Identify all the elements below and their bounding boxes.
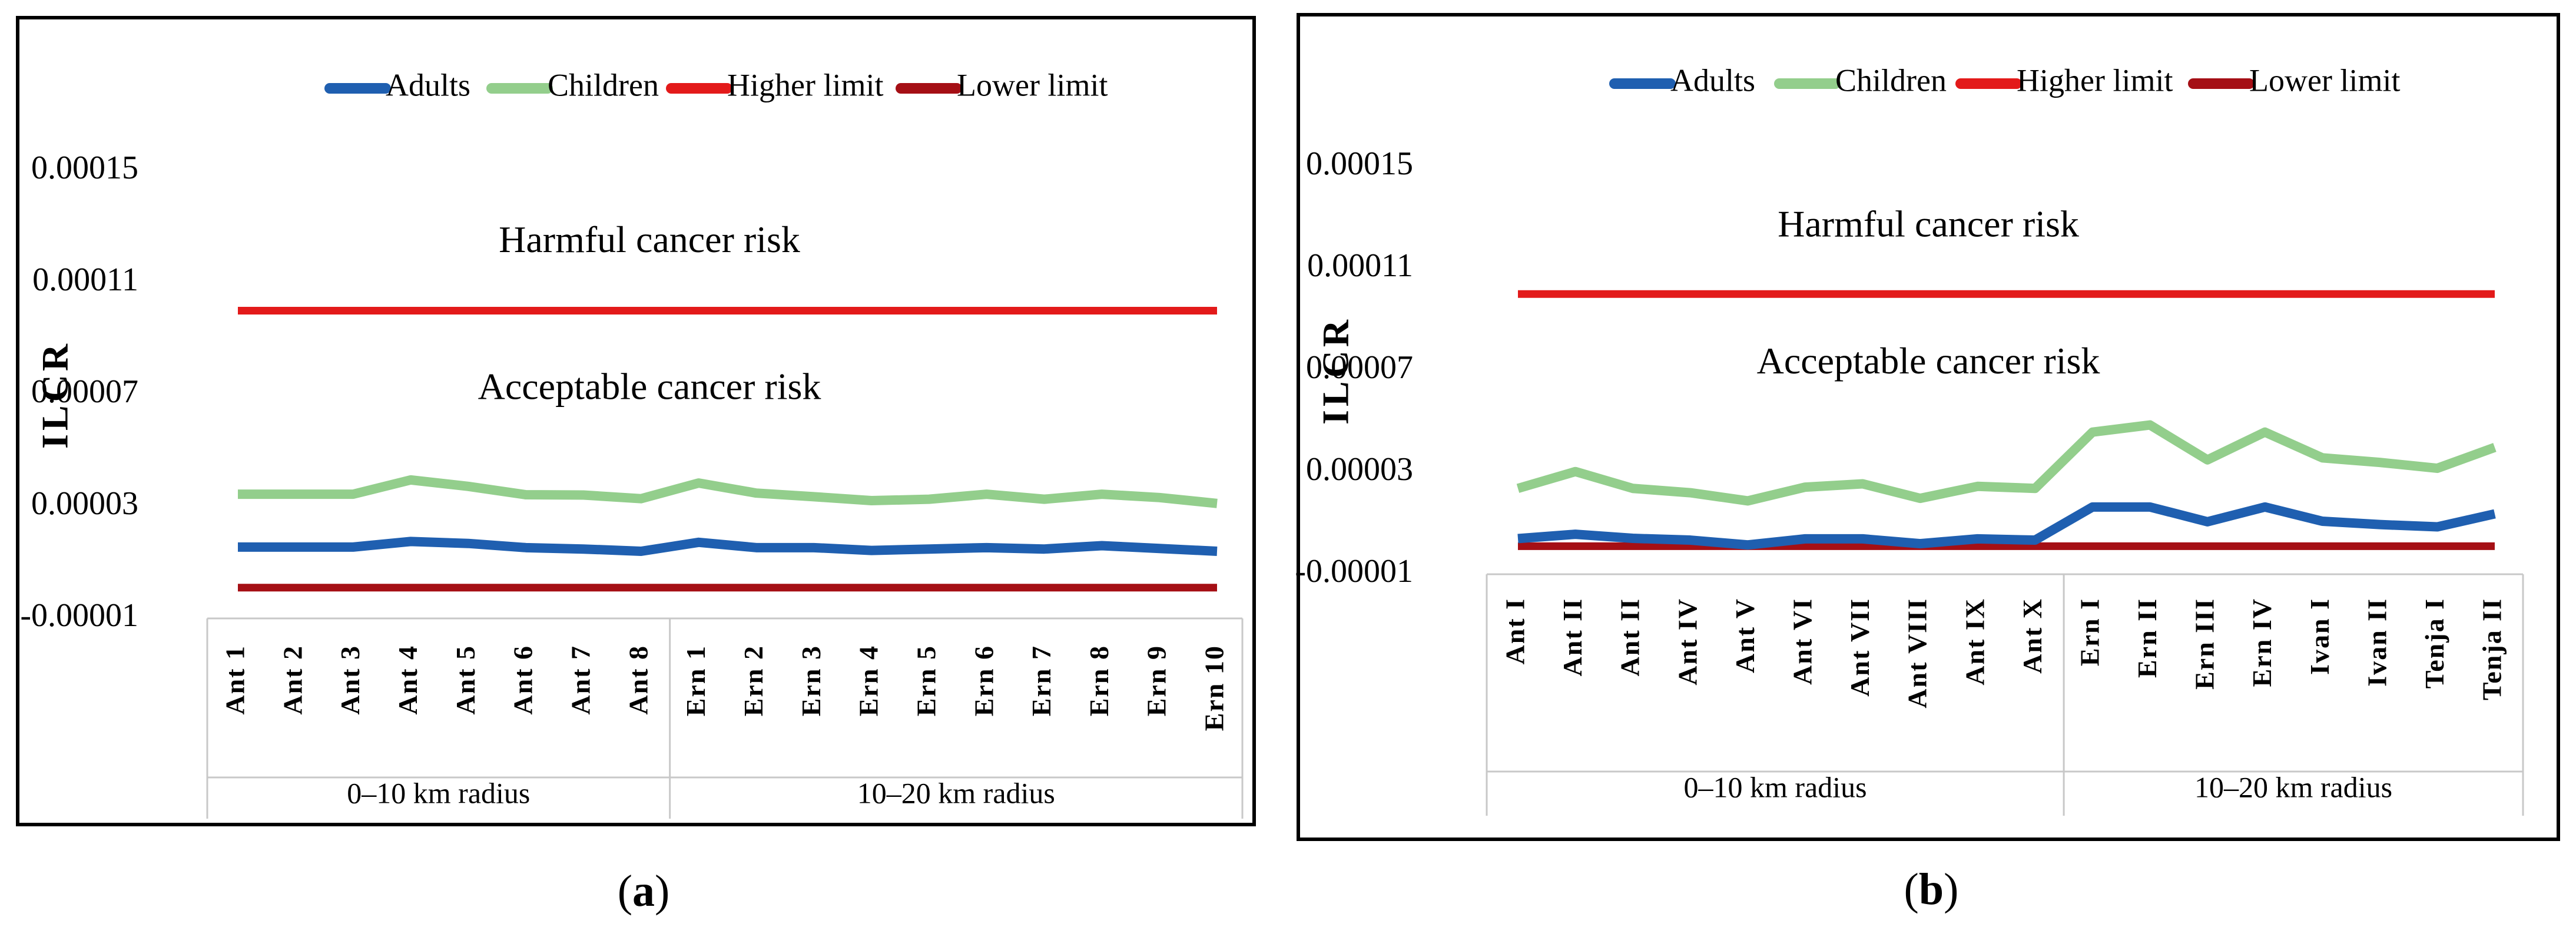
series-line-children <box>1516 420 2497 506</box>
x-group-label: 0–10 km radius <box>1683 770 1866 803</box>
x-category-label: Ern 1 <box>681 645 711 716</box>
panel-caption: (b) <box>1904 865 1959 914</box>
annotation-label: Acceptable cancer risk <box>1757 340 2100 382</box>
x-category-label: Ivan I <box>2305 598 2335 675</box>
caption-close: ) <box>1944 865 1958 914</box>
chart-frame <box>16 16 1256 826</box>
x-category-label: Ern II <box>2132 598 2162 678</box>
annotation-label: Acceptable cancer risk <box>478 366 821 408</box>
y-tick-label: 0.00007 <box>1306 349 1413 386</box>
x-category-label: Ant 2 <box>277 645 307 715</box>
legend-label-higher-limit: Higher limit <box>2017 62 2173 98</box>
y-tick-label: 0.00011 <box>1307 247 1413 284</box>
legend-label-children: Children <box>1835 62 1947 98</box>
x-category-label: Ant 8 <box>623 645 653 715</box>
legend-label-higher-limit: Higher limit <box>727 67 883 102</box>
chart-panel-b: ILCR 0.00015 0.00011 0.00007 0.00003 -0.00001… <box>1295 13 2560 914</box>
x-category-label: Ern 2 <box>738 645 768 716</box>
caption-open: ( <box>618 866 632 916</box>
legend-label-adults: Adults <box>1670 62 1755 98</box>
x-category-label: Tenja II <box>2477 598 2507 700</box>
chart-panel-a: ILCR 0.00015 0.00011 0.00007 0.00003 -0.00001… <box>16 16 1256 916</box>
x-category-label: Ern 7 <box>1026 645 1056 716</box>
caption-letter: a <box>632 866 655 916</box>
x-category-label: Ern 4 <box>854 645 884 716</box>
x-category-label: Ern 3 <box>796 645 826 716</box>
x-category-label: Ern 10 <box>1199 645 1229 731</box>
legend-label-adults: Adults <box>386 67 470 102</box>
x-category-label: Ern IV <box>2247 598 2277 687</box>
x-category-label: Ern III <box>2190 598 2220 690</box>
x-category-label: Ant IV <box>1672 598 1702 686</box>
x-category-label: Ant VIII <box>1902 598 1932 709</box>
panel-caption: (a) <box>618 866 670 916</box>
legend-label-lower-limit: Lower limit <box>2249 62 2400 98</box>
x-category-label: Ant VI <box>1788 598 1818 685</box>
x-category-label: Ern 5 <box>911 645 941 716</box>
caption-open: ( <box>1904 865 1919 914</box>
x-category-label: Tenja I <box>2419 598 2449 688</box>
annotation-label: Harmful cancer risk <box>1778 203 2079 244</box>
x-category-label: Ant 5 <box>450 645 480 715</box>
y-tick-label: 0.00007 <box>31 373 138 410</box>
x-category-label: Ant 3 <box>335 645 365 715</box>
x-category-label: Ant 4 <box>393 645 423 715</box>
x-category-label: Ern 8 <box>1084 645 1114 716</box>
y-axis-label: ILCR <box>1315 316 1357 425</box>
x-group-label: 0–10 km radius <box>347 776 530 809</box>
series-line-adults <box>238 537 1218 556</box>
series-line-children <box>238 475 1218 508</box>
x-category-label: Ern 6 <box>969 645 999 716</box>
x-category-label: Ant IX <box>1960 598 1990 686</box>
x-category-label: Ant V <box>1730 598 1760 673</box>
y-tick-label: 0.00015 <box>31 150 138 186</box>
annotation-label: Harmful cancer risk <box>499 219 800 260</box>
x-category-label: Ant II <box>1615 598 1645 676</box>
x-category-label: Ern I <box>2074 598 2104 666</box>
y-tick-label: -0.00001 <box>1295 553 1413 590</box>
x-category-label: Ant 7 <box>566 645 596 715</box>
y-tick-label: -0.00001 <box>20 597 138 634</box>
x-category-label: Ivan II <box>2362 598 2392 687</box>
x-category-label: Ant I <box>1500 598 1530 665</box>
caption-close: ) <box>655 866 669 916</box>
y-axis-label: ILCR <box>34 340 76 449</box>
legend-label-lower-limit: Lower limit <box>957 67 1108 102</box>
x-category-label: Ern 9 <box>1142 645 1172 716</box>
y-tick-label: 0.00003 <box>31 485 138 522</box>
x-group-label: 10–20 km radius <box>857 776 1055 809</box>
y-tick-label: 0.00003 <box>1306 451 1413 488</box>
y-tick-label: 0.00011 <box>32 262 138 298</box>
caption-letter: b <box>1919 865 1944 914</box>
chart-frame <box>1297 13 2560 841</box>
x-category-label: Ant X <box>2017 598 2047 674</box>
x-category-label: Ant II <box>1557 598 1587 676</box>
x-category-label: Ant VII <box>1845 598 1875 697</box>
x-category-label: Ant 6 <box>508 645 538 715</box>
series-line-adults <box>1517 502 2496 550</box>
x-group-label: 10–20 km radius <box>2194 770 2392 803</box>
y-tick-label: 0.00015 <box>1306 145 1413 182</box>
legend-label-children: Children <box>548 67 659 102</box>
x-category-label: Ant 1 <box>220 645 250 715</box>
